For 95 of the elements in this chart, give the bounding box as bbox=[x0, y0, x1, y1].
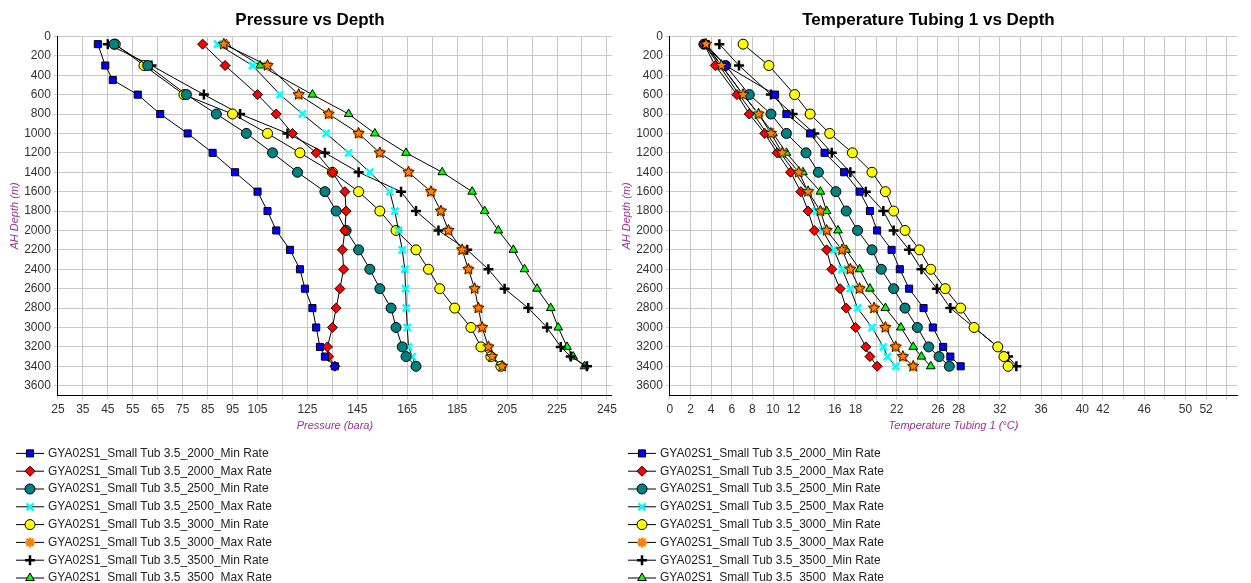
x-tick-label: 125 bbox=[297, 401, 318, 416]
legend-label: GYA02S1_Small Tub 3.5_3000_Max Rate bbox=[660, 534, 885, 549]
y-tick-label: 3400 bbox=[24, 358, 52, 373]
y-tick-label: 2200 bbox=[636, 242, 664, 257]
x-tick-label: 8 bbox=[749, 401, 757, 416]
x-tick-label: 22 bbox=[890, 401, 904, 416]
legend-label: GYA02S1_Small Tub 3.5_3500_Min Rate bbox=[48, 552, 269, 567]
x-tick-label: 225 bbox=[546, 401, 568, 416]
y-tick-label: 800 bbox=[642, 106, 664, 121]
y-tick-label: 400 bbox=[642, 67, 664, 82]
y-tick-label: 1200 bbox=[636, 145, 664, 160]
y-axis-title: AH Depth (m) bbox=[619, 181, 632, 251]
x-tick-label: 35 bbox=[76, 401, 90, 416]
legend-label: GYA02S1_Small Tub 3.5_2500_Min Rate bbox=[660, 481, 881, 496]
x-tick-label: 0 bbox=[666, 401, 674, 416]
y-tick-label: 2600 bbox=[636, 280, 664, 295]
legend-label: GYA02S1_Small Tub 3.5_2000_Min Rate bbox=[660, 445, 881, 460]
y-tick-label: 3200 bbox=[636, 339, 664, 354]
y-tick-label: 3400 bbox=[636, 358, 664, 373]
x-tick-label: 16 bbox=[828, 401, 842, 416]
x-tick-label: 105 bbox=[247, 401, 268, 416]
x-tick-label: 55 bbox=[126, 401, 140, 416]
chart-title: Pressure vs Depth bbox=[235, 9, 385, 29]
x-tick-label: 6 bbox=[728, 401, 736, 416]
y-tick-label: 2600 bbox=[24, 280, 52, 295]
x-tick-label: 75 bbox=[175, 401, 190, 416]
y-tick-label: 1600 bbox=[636, 183, 664, 198]
y-tick-label: 2000 bbox=[636, 222, 664, 237]
legend-label: GYA02S1_Small Tub 3.5_2000_Max Rate bbox=[660, 463, 885, 478]
chart-title: Temperature Tubing 1 vs Depth bbox=[802, 9, 1055, 29]
x-tick-label: 45 bbox=[101, 401, 115, 416]
legend-label: GYA02S1_Small Tub 3.5_2500_Min Rate bbox=[48, 481, 269, 496]
y-tick-label: 2200 bbox=[24, 242, 52, 257]
y-tick-label: 1400 bbox=[636, 164, 664, 179]
legend-label: GYA02S1_Small Tub 3.5_3000_Min Rate bbox=[660, 516, 881, 531]
y-tick-label: 1800 bbox=[24, 203, 52, 218]
y-tick-label: 3600 bbox=[636, 378, 664, 393]
y-tick-label: 3600 bbox=[24, 378, 52, 393]
x-tick-label: 10 bbox=[766, 401, 780, 416]
x-tick-label: 65 bbox=[151, 401, 165, 416]
x-tick-label: 185 bbox=[447, 401, 468, 416]
y-axis-title: AH Depth (m) bbox=[7, 181, 20, 251]
legend-label: GYA02S1_Small Tub 3.5_3000_Min Rate bbox=[48, 516, 269, 531]
legend-label: GYA02S1_Small Tub 3.5_3500_Min Rate bbox=[660, 552, 881, 567]
x-tick-label: 32 bbox=[993, 401, 1007, 416]
y-tick-label: 0 bbox=[656, 28, 664, 43]
x-axis-title: Temperature Tubing 1 (°C) bbox=[888, 419, 1019, 432]
x-tick-label: 4 bbox=[707, 401, 715, 416]
y-tick-label: 1200 bbox=[24, 145, 52, 160]
y-tick-label: 1600 bbox=[24, 183, 52, 198]
y-tick-label: 1400 bbox=[24, 164, 52, 179]
y-tick-label: 3000 bbox=[636, 319, 664, 334]
x-tick-label: 36 bbox=[1034, 401, 1049, 416]
y-tick-label: 1800 bbox=[636, 203, 664, 218]
x-tick-label: 205 bbox=[497, 401, 518, 416]
y-tick-label: 200 bbox=[642, 48, 664, 63]
y-tick-label: 3200 bbox=[24, 339, 52, 354]
y-tick-label: 1000 bbox=[636, 125, 664, 140]
y-tick-label: 200 bbox=[30, 48, 52, 63]
legend-label: GYA02S1_Small Tub 3.5_2500_Max Rate bbox=[660, 499, 885, 514]
x-tick-label: 52 bbox=[1199, 401, 1214, 416]
legend-label: GYA02S1_Small Tub 3.5_2500_Max Rate bbox=[48, 499, 273, 514]
x-tick-label: 28 bbox=[951, 401, 966, 416]
y-tick-label: 3000 bbox=[24, 319, 52, 334]
legend-label: GYA02S1_Small Tub 3.5_3500_Max Rate bbox=[48, 570, 273, 583]
x-tick-label: 95 bbox=[225, 401, 240, 416]
legend-label: GYA02S1_Small Tub 3.5_2000_Min Rate bbox=[48, 445, 269, 460]
x-tick-label: 25 bbox=[51, 401, 65, 416]
y-tick-label: 600 bbox=[642, 86, 664, 101]
x-axis-title: Pressure (bara) bbox=[296, 419, 374, 432]
x-tick-label: 245 bbox=[596, 401, 618, 416]
y-tick-label: 600 bbox=[30, 86, 52, 101]
x-tick-label: 50 bbox=[1178, 401, 1193, 416]
y-tick-label: 1000 bbox=[24, 125, 52, 140]
y-tick-label: 2000 bbox=[24, 222, 52, 237]
y-tick-label: 0 bbox=[44, 28, 52, 43]
y-tick-label: 2800 bbox=[24, 300, 52, 315]
y-tick-label: 2800 bbox=[636, 300, 664, 315]
x-tick-label: 165 bbox=[397, 401, 418, 416]
x-tick-label: 12 bbox=[786, 401, 801, 416]
x-tick-label: 46 bbox=[1137, 401, 1152, 416]
y-tick-label: 400 bbox=[30, 67, 52, 82]
legend-label: GYA02S1_Small Tub 3.5_3500_Max Rate bbox=[660, 570, 885, 583]
x-tick-label: 40 bbox=[1075, 401, 1090, 416]
x-tick-label: 42 bbox=[1096, 401, 1110, 416]
y-tick-label: 2400 bbox=[24, 261, 52, 276]
legend-label: GYA02S1_Small Tub 3.5_3000_Max Rate bbox=[48, 534, 273, 549]
legend-label: GYA02S1_Small Tub 3.5_2000_Max Rate bbox=[48, 463, 273, 478]
x-tick-label: 85 bbox=[200, 401, 215, 416]
x-tick-label: 26 bbox=[931, 401, 945, 416]
x-tick-label: 2 bbox=[687, 401, 695, 416]
x-tick-label: 145 bbox=[347, 401, 368, 416]
y-tick-label: 800 bbox=[30, 106, 52, 121]
x-tick-label: 18 bbox=[848, 401, 863, 416]
y-tick-label: 2400 bbox=[636, 261, 664, 276]
